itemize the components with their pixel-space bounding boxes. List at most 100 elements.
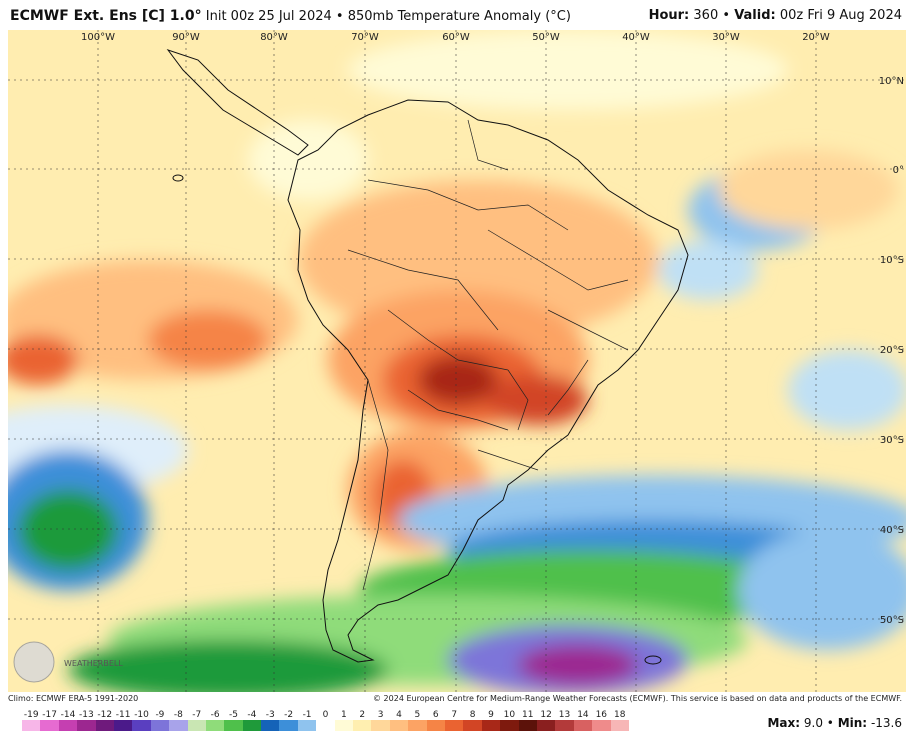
scale-label: 2	[359, 710, 366, 720]
scale-swatch	[316, 720, 335, 731]
scale-labels: -19 -17 -14 -13 -12 -11 -10 -9 -8 -7 -6 -5 -4 -3 -2 -1 0…	[22, 710, 629, 720]
max-value: 9.0	[803, 716, 823, 730]
scale-swatch	[279, 720, 298, 731]
scale-swatch	[444, 720, 464, 731]
scale-swatch	[242, 720, 262, 731]
lat-label: 30°S	[880, 435, 904, 446]
scale-swatch	[408, 720, 427, 731]
scale-swatch	[592, 720, 611, 731]
scale-label: -11	[115, 710, 131, 720]
scale-swatch	[463, 720, 482, 731]
lon-label: 30°W	[712, 32, 740, 43]
lat-label: 40°S	[880, 525, 904, 536]
falklands	[644, 655, 662, 665]
scale-label: 7	[451, 710, 458, 720]
lon-label: 90°W	[172, 32, 200, 43]
init-time: Init 00z 25 Jul 2024	[205, 9, 332, 24]
scale-swatch	[481, 720, 501, 731]
scale-label: -5	[229, 710, 238, 720]
scale-swatch	[22, 720, 41, 731]
lat-label: 50°S	[880, 615, 904, 626]
scale-swatch	[113, 720, 133, 731]
scale-label: -3	[265, 710, 275, 720]
scale-swatch	[297, 720, 317, 731]
scale-label: 11	[522, 710, 534, 720]
map-canvas: 100°W 90°W 80°W 70°W 60°W 50°W 40°W 30°W…	[0, 30, 914, 700]
scale-label: 6	[432, 710, 439, 720]
hour-value: 360	[693, 8, 719, 23]
min-value: -13.6	[870, 716, 902, 730]
lat-label: 20°S	[880, 345, 904, 356]
scale-swatch	[610, 720, 629, 731]
map-title: ECMWF Ext. Ens [C] 1.0° Init 00z 25 Jul …	[10, 8, 571, 24]
scale-label: 0	[322, 710, 329, 720]
scale-label: -1	[302, 710, 312, 720]
header: ECMWF Ext. Ens [C] 1.0° Init 00z 25 Jul …	[0, 0, 914, 30]
scale-label: 9	[488, 710, 494, 720]
anomaly-field	[0, 30, 914, 700]
min-label: Min:	[837, 716, 868, 730]
scale-label: -7	[192, 710, 202, 720]
scale-label: 5	[414, 710, 421, 720]
scale-label: -17	[42, 710, 57, 720]
scale-label: -2	[284, 710, 294, 720]
weatherbell-logo: WEATHERBELL	[13, 641, 123, 683]
lat-label: 0°	[893, 165, 904, 176]
scale-label: 4	[396, 710, 402, 720]
scale-swatch	[353, 720, 372, 731]
scale-swatch	[224, 720, 243, 731]
scale-label: -14	[60, 710, 76, 720]
coastline	[287, 99, 689, 663]
valid-label: Valid:	[734, 8, 776, 23]
scale-swatch	[58, 720, 78, 731]
color-scale: -19 -17 -14 -13 -12 -11 -10 -9 -8 -7 -6 -5 -4 -3 -2 -1 0…	[22, 710, 629, 731]
scale-label: 8	[469, 710, 476, 720]
scale-label: 18	[613, 710, 626, 720]
scale-swatch	[205, 720, 225, 731]
lon-label: 50°W	[532, 32, 560, 43]
scale-label: -10	[134, 710, 149, 720]
longitude-labels: 100°W 90°W 80°W 70°W 60°W 50°W 40°W 30°W…	[81, 32, 830, 43]
lon-label: 40°W	[622, 32, 650, 43]
scale-swatches	[22, 720, 629, 731]
scale-swatch	[77, 720, 96, 731]
max-min-readout: Max: 9.0 • Min: -13.6	[767, 716, 902, 730]
variable-name: 850mb Temperature Anomaly (°C)	[347, 9, 571, 24]
scale-label: -12	[97, 710, 113, 720]
lon-label: 60°W	[442, 32, 470, 43]
scale-swatch	[261, 720, 280, 731]
lon-label: 20°W	[802, 32, 830, 43]
scale-swatch	[187, 720, 206, 731]
scale-label: -19	[23, 710, 39, 720]
scale-swatch	[389, 720, 409, 731]
scale-swatch	[573, 720, 593, 731]
galapagos	[172, 174, 184, 182]
scale-swatch	[40, 720, 59, 731]
valid-value: 00z Fri 9 Aug 2024	[779, 8, 902, 23]
scale-swatch	[334, 720, 354, 731]
scale-swatch	[555, 720, 574, 731]
scale-label: 10	[503, 710, 516, 720]
hour-label: Hour:	[648, 8, 690, 23]
anomaly-map: 100°W 90°W 80°W 70°W 60°W 50°W 40°W 30°W…	[0, 30, 914, 700]
copyright-note: © 2024 European Centre for Medium-Range …	[373, 694, 902, 703]
scale-swatch	[426, 720, 445, 731]
lat-label: 10°N	[879, 76, 904, 87]
scale-swatch	[95, 720, 114, 731]
scale-swatch	[150, 720, 170, 731]
scale-swatch	[536, 720, 556, 731]
scale-label: -13	[79, 710, 94, 720]
scale-swatch	[500, 720, 519, 731]
graticule	[8, 30, 906, 692]
scale-label: 14	[577, 710, 589, 720]
lon-label: 70°W	[351, 32, 379, 43]
scale-label: -6	[210, 710, 220, 720]
scale-label: 13	[558, 710, 571, 720]
lon-label: 100°W	[81, 32, 115, 43]
scale-label: 1	[340, 710, 347, 720]
scale-swatch	[371, 720, 390, 731]
scale-label: 16	[595, 710, 608, 720]
scale-swatch	[132, 720, 151, 731]
lon-label: 80°W	[260, 32, 288, 43]
lat-label: 10°S	[880, 255, 904, 266]
